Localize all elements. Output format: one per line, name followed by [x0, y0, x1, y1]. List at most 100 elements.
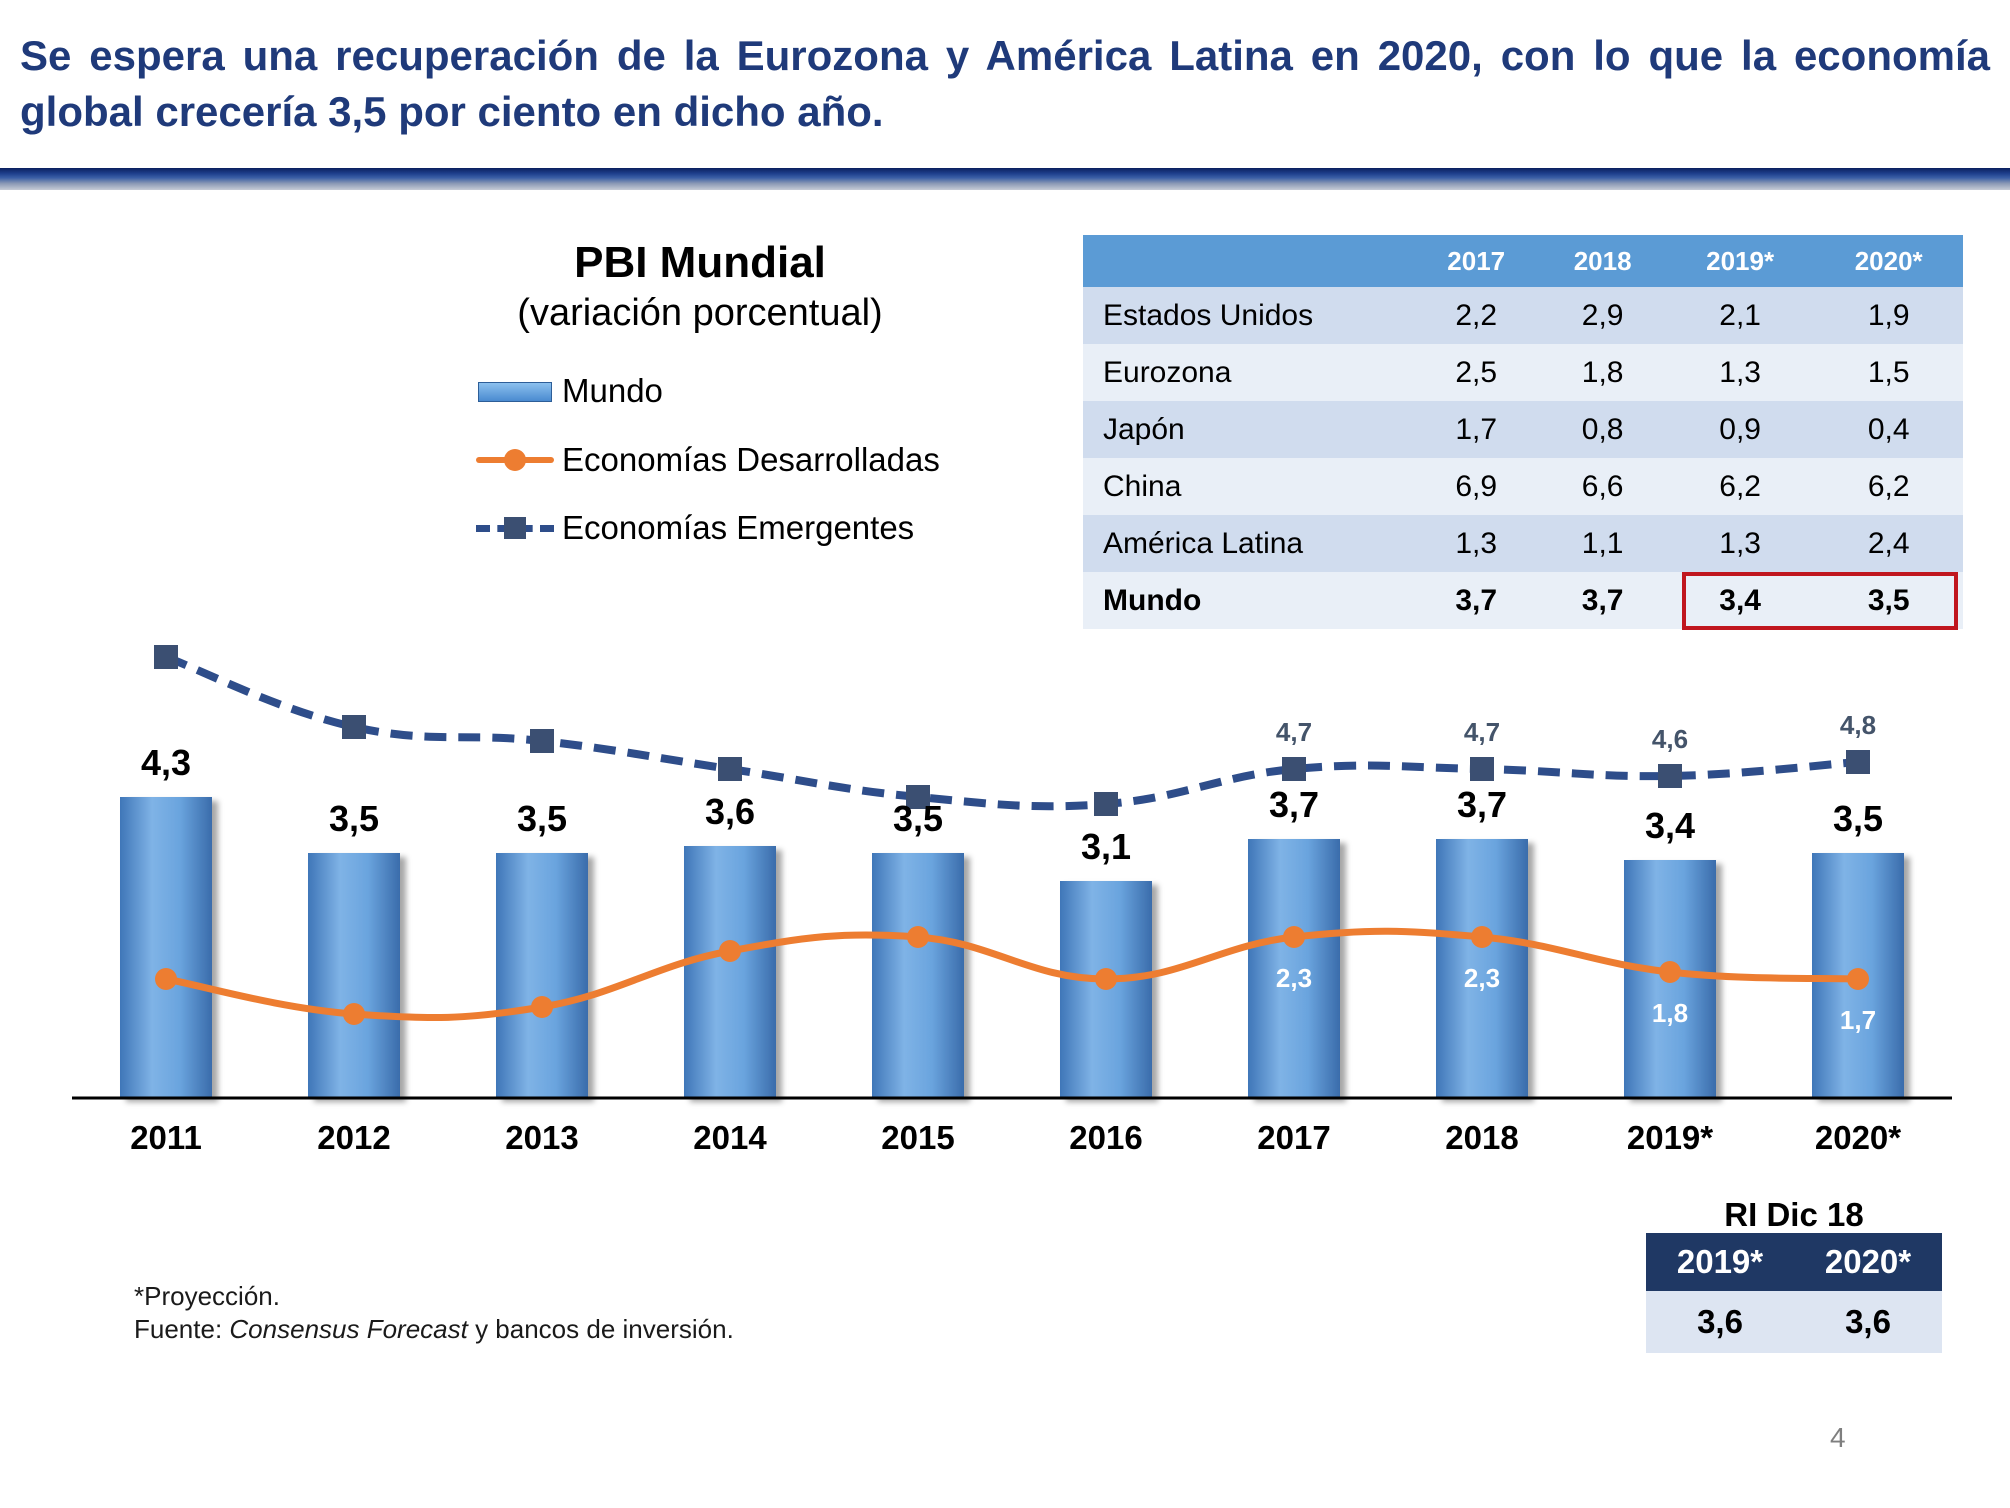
ri-table: 2019* 2020* 3,6 3,6	[1646, 1233, 1942, 1353]
marker-emergentes	[1094, 792, 1118, 816]
marker-emergentes	[906, 785, 930, 809]
table-row: Japón 1,7 0,8 0,9 0,4	[1083, 401, 1963, 458]
table-header-cell	[1083, 235, 1413, 287]
table-header-cell: 2019*	[1665, 235, 1815, 287]
bar-mundo-2018	[1436, 839, 1528, 1098]
bar-mundo-2013	[496, 853, 588, 1098]
ri-title: RI Dic 18	[1724, 1196, 1864, 1233]
table-header-cell: 2020*	[1814, 235, 1963, 287]
table-cell: 2,9	[1539, 287, 1666, 344]
row-label: Japón	[1083, 401, 1413, 458]
headline: Se espera una recuperación de la Eurozon…	[20, 32, 1990, 135]
bar-mundo-2015	[872, 853, 964, 1098]
table-cell: 1,3	[1413, 515, 1540, 572]
table-cell: 1,9	[1814, 287, 1963, 344]
table-cell: 3,7	[1413, 572, 1540, 629]
line-desarrolladas	[165, 927, 1859, 1022]
footnote-source: Fuente: Consensus Forecast y bancos de i…	[134, 1314, 734, 1344]
ri-value-cell: 3,6	[1646, 1291, 1794, 1353]
table-row: América Latina 1,3 1,1 1,3 2,4	[1083, 515, 1963, 572]
table-cell: 6,2	[1665, 458, 1815, 515]
marker-desarrolladas	[1847, 968, 1869, 990]
marker-desarrolladas	[1283, 926, 1305, 948]
marker-emergentes	[1658, 764, 1682, 788]
desarrolladas-value-label: 2,3	[1464, 963, 1500, 993]
year-label: 2014	[693, 1119, 767, 1156]
marker-emergentes	[1282, 757, 1306, 781]
lines-layer	[154, 645, 1870, 1025]
bar-value-label: 3,7	[1457, 784, 1507, 825]
row-label: Eurozona	[1083, 344, 1413, 401]
legend-item-mundo: Mundo	[476, 368, 663, 414]
row-label: Estados Unidos	[1083, 287, 1413, 344]
year-label: 2020*	[1815, 1119, 1901, 1156]
bar-value-label: 3,7	[1269, 784, 1319, 825]
marker-desarrolladas	[907, 926, 929, 948]
table-cell: 0,8	[1539, 401, 1666, 458]
legend-item-emergentes: Economías Emergentes	[476, 505, 914, 551]
line-emergentes	[164, 653, 1859, 811]
dashed-line-swatch-icon	[476, 505, 556, 551]
table-row: China 6,9 6,6 6,2 6,2	[1083, 458, 1963, 515]
bar-mundo-2014	[684, 846, 776, 1098]
growth-table: 2017 2018 2019* 2020* Estados Unidos 2,2…	[1083, 235, 1963, 629]
emergentes-value-label: 4,7	[1464, 717, 1500, 747]
emergentes-value-label: 4,8	[1840, 710, 1876, 740]
table-cell: 1,5	[1814, 344, 1963, 401]
marker-desarrolladas	[531, 996, 553, 1018]
legend-label: Mundo	[562, 372, 663, 409]
marker-emergentes	[530, 729, 554, 753]
table-cell: 1,3	[1665, 515, 1815, 572]
footnote: *Proyección. Fuente: Consensus Forecast …	[134, 1280, 734, 1346]
marker-desarrolladas	[1471, 926, 1493, 948]
year-label: 2017	[1257, 1119, 1330, 1156]
table-header-cell: 2017	[1413, 235, 1540, 287]
table-cell: 1,8	[1539, 344, 1666, 401]
labels-layer: 4,3 3,5 3,5 3,6 3,5 3,1 3,7 3,7 3,4 3,5 4,7 4,7 4,6 4…	[130, 710, 1901, 1156]
row-label: Mundo	[1083, 572, 1413, 629]
bar-mundo-2012	[308, 853, 400, 1098]
table-cell: 2,5	[1413, 344, 1540, 401]
bar-value-label: 3,1	[1081, 826, 1131, 867]
year-label: 2011	[130, 1119, 202, 1156]
table-cell: 1,7	[1413, 401, 1540, 458]
marker-desarrolladas	[343, 1003, 365, 1025]
marker-emergentes	[718, 757, 742, 781]
header-rule	[0, 168, 2010, 190]
bar-value-label: 3,5	[893, 798, 943, 839]
legend-label: Economías Desarrolladas	[562, 441, 940, 478]
year-label: 2016	[1069, 1119, 1142, 1156]
table-cell: 2,4	[1814, 515, 1963, 572]
marker-desarrolladas	[1095, 968, 1117, 990]
bar-mundo-2011	[120, 797, 212, 1098]
table-header-row: 2017 2018 2019* 2020*	[1083, 235, 1963, 287]
bars-layer	[120, 797, 1904, 1098]
table-cell: 0,9	[1665, 401, 1815, 458]
chart-title: PBI Mundial	[574, 238, 826, 287]
bar-value-label: 3,5	[329, 798, 379, 839]
gdp-chart: 4,3 3,5 3,5 3,6 3,5 3,1 3,7 3,7 3,4 3,5 4,7 4,7 4,6 4…	[72, 645, 1952, 1156]
marker-desarrolladas	[1659, 961, 1681, 983]
bar-value-label: 4,3	[141, 742, 191, 783]
marker-desarrolladas	[719, 940, 741, 962]
bar-value-label: 3,5	[1833, 798, 1883, 839]
marker-emergentes	[154, 645, 178, 669]
marker-desarrolladas	[155, 968, 177, 990]
line-marker-swatch-icon	[476, 437, 556, 483]
desarrolladas-value-label: 1,8	[1652, 998, 1688, 1028]
bar-swatch-icon	[476, 368, 556, 414]
year-label: 2015	[881, 1119, 954, 1156]
table-cell: 0,4	[1814, 401, 1963, 458]
table-cell: 3,5	[1814, 572, 1963, 629]
projection-highlight-box	[1682, 572, 1958, 630]
bar-mundo-2017	[1248, 839, 1340, 1098]
emergentes-value-label: 4,7	[1276, 717, 1312, 747]
table-header-cell: 2018	[1539, 235, 1666, 287]
bar-value-label: 3,5	[517, 798, 567, 839]
marker-emergentes	[342, 715, 366, 739]
footnote-projection: *Proyección.	[134, 1281, 280, 1311]
table-cell: 3,7	[1539, 572, 1666, 629]
source-name: Consensus Forecast	[229, 1314, 468, 1344]
table-cell: 3,4	[1665, 572, 1815, 629]
table-cell: 6,2	[1814, 458, 1963, 515]
